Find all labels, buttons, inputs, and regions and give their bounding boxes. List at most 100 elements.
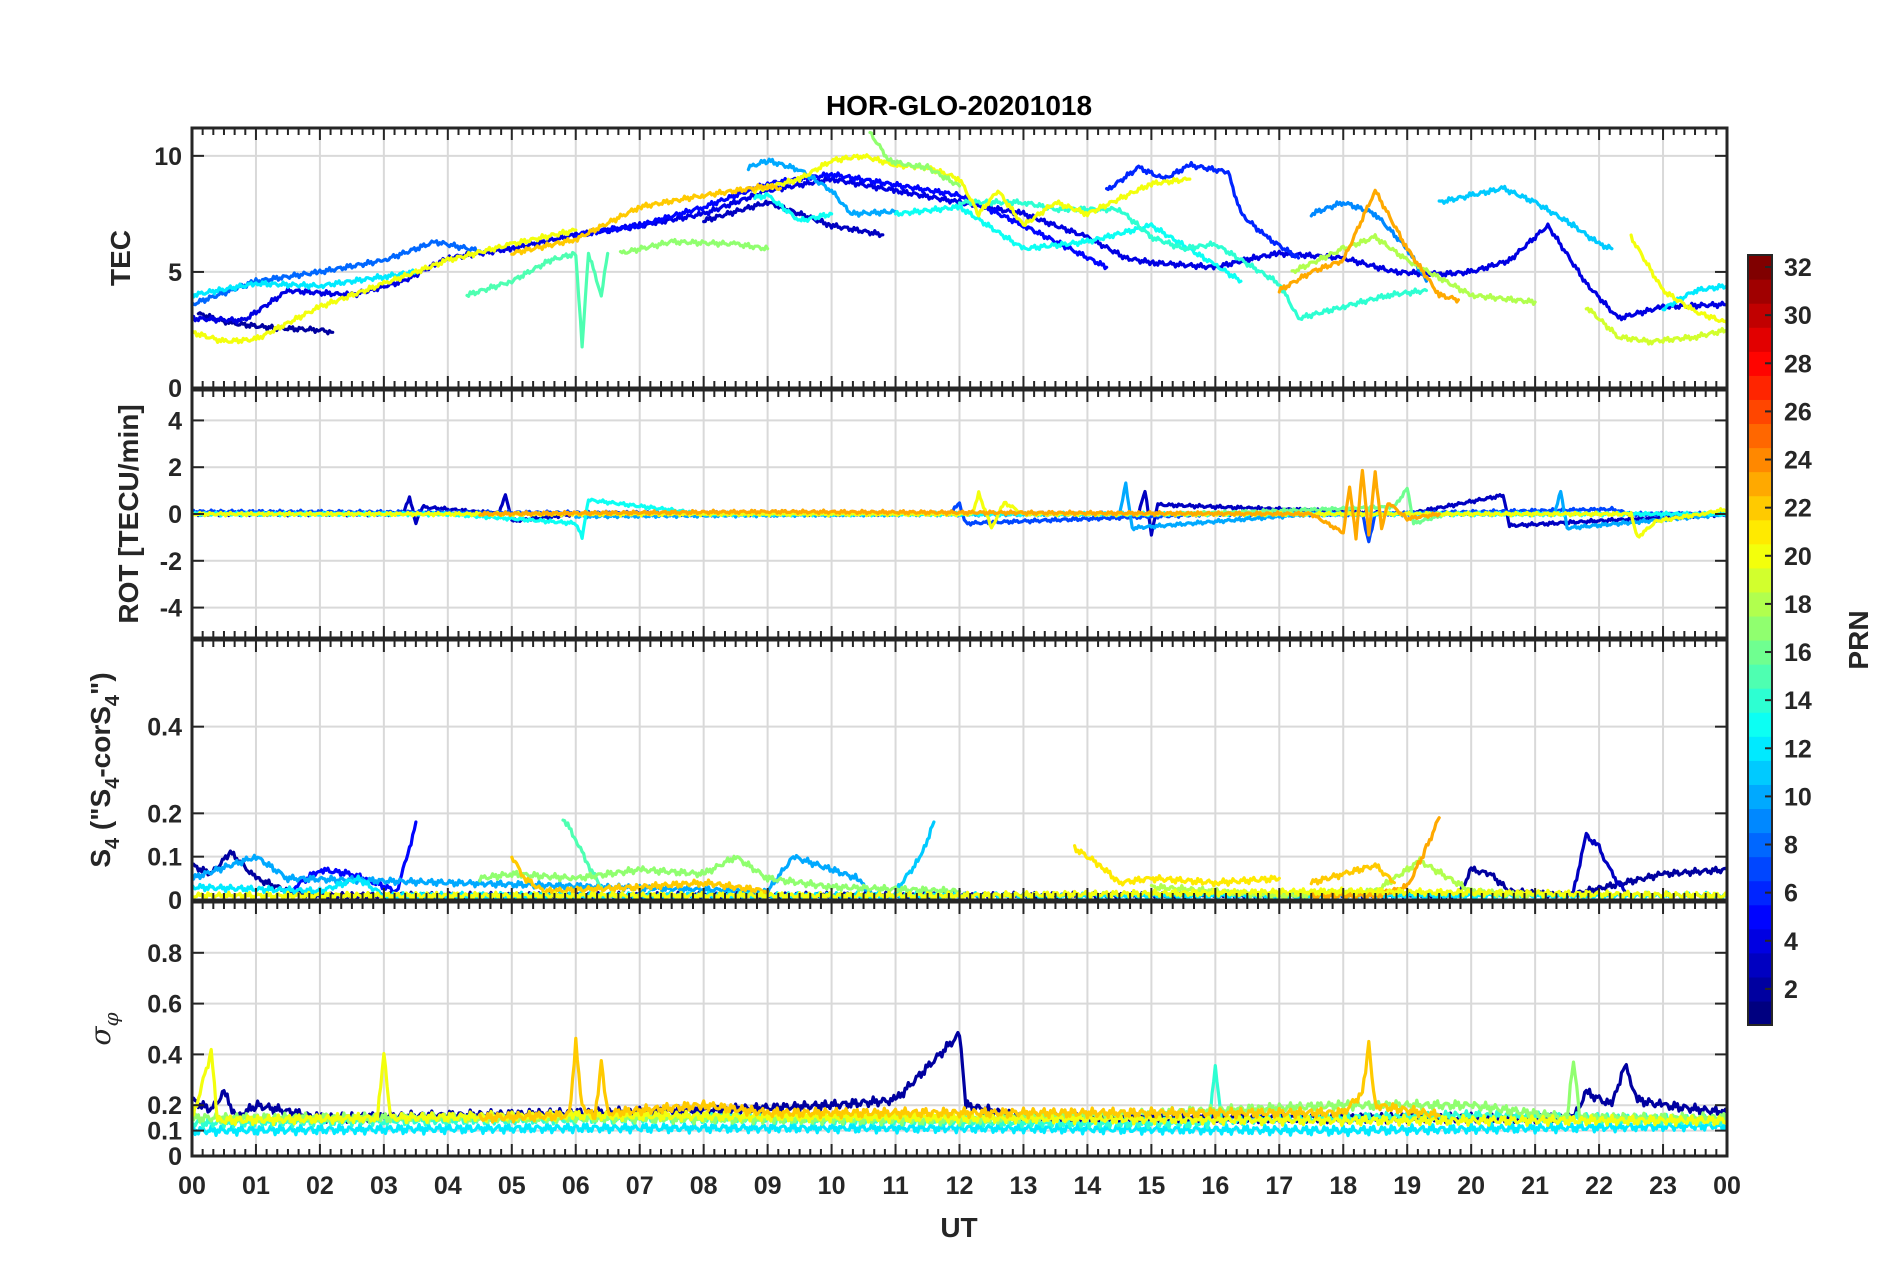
colorbar-tick-label: 14 <box>1784 687 1812 715</box>
x-tick-label: 17 <box>1265 1172 1293 1200</box>
x-tick-label: 20 <box>1457 1172 1485 1200</box>
axes-frame-rot <box>190 388 1729 640</box>
colorbar-bin <box>1748 808 1772 834</box>
colorbar-frame <box>1747 254 1773 1026</box>
x-tick-label: 03 <box>370 1172 398 1200</box>
colorbar-tick-label: 4 <box>1784 928 1798 956</box>
colorbar-tick-label: 10 <box>1784 783 1812 811</box>
series-line-prn-3 <box>1571 831 1627 893</box>
colorbar-tick-label: 8 <box>1784 832 1798 860</box>
colorbar-tick-label: 6 <box>1784 880 1798 908</box>
panel-s4: 0 0.1 0.2 0.4 <box>147 638 1729 915</box>
series-line-prn-12 <box>192 268 418 299</box>
series-line-prn-13 <box>753 192 834 223</box>
y-tick-label: 10 <box>154 143 182 171</box>
series-line-prn-18 <box>1290 233 1537 306</box>
series-line-prn-23 <box>1277 188 1461 304</box>
colorbar-bin <box>1748 423 1772 449</box>
series-line-prn-20 <box>192 227 578 345</box>
x-tick-label: 06 <box>562 1172 590 1200</box>
series-line-prn-15 <box>561 818 603 889</box>
x-tick-label: 23 <box>1649 1172 1677 1200</box>
series-line-prn-17 <box>868 130 962 188</box>
series-line-prn-22 <box>510 183 783 256</box>
colorbar-bin <box>1748 952 1772 978</box>
series-line-prn-5 <box>292 820 418 894</box>
y-tick-label: 0 <box>168 375 182 403</box>
colorbar-bin <box>1748 904 1772 930</box>
panel-tec: 0 5 10 <box>154 126 1729 403</box>
y-tick-label: 0.2 <box>147 1092 182 1120</box>
colorbar-tick-label: 26 <box>1784 398 1812 426</box>
colorbar-bin <box>1748 375 1772 400</box>
series-group-tec <box>192 130 1727 349</box>
series-line-prn-22 <box>478 1036 1441 1124</box>
colorbar-bin <box>1748 712 1772 737</box>
x-tick-label: 04 <box>434 1172 462 1200</box>
series-line-prn-5 <box>574 171 1109 271</box>
y-axis-label-s4: S4 ("S4-corS4") <box>85 672 124 867</box>
colorbar-bin <box>1748 471 1772 497</box>
series-line-prn-3 <box>702 199 885 239</box>
series-group-sigma <box>192 1030 1727 1138</box>
colorbar-tick-label: 16 <box>1784 639 1812 667</box>
x-tick-label: 18 <box>1329 1172 1357 1200</box>
y-tick-label: -2 <box>160 548 182 576</box>
y-axis-label-tec: TEC <box>105 230 136 286</box>
x-tick-label: 22 <box>1585 1172 1613 1200</box>
panels: 0510-4-202400.10.20.400.10.20.40.60.8TEC… <box>84 126 1741 1200</box>
y-axis-label-sigma-phi: σφ <box>84 1012 123 1045</box>
y-tick-label: 4 <box>168 407 182 435</box>
series-line-prn-12 <box>1661 283 1727 312</box>
series-group-rot <box>192 468 1727 544</box>
x-tick-label: 14 <box>1074 1172 1102 1200</box>
y-tick-label: 0 <box>168 887 182 915</box>
colorbar-bin <box>1748 327 1772 352</box>
series-line-prn-20 <box>1629 233 1727 325</box>
colorbar-label: PRN <box>1843 610 1874 669</box>
x-tick-label: 13 <box>1010 1172 1038 1200</box>
x-tick-label: 02 <box>306 1172 334 1200</box>
y-tick-label: 2 <box>168 454 182 482</box>
chart-title: HOR-GLO-20201018 <box>826 90 1092 121</box>
y-tick-label: 0.2 <box>147 800 182 828</box>
axes-frame-sigma <box>190 900 1729 1158</box>
colorbar-tick-label: 20 <box>1784 543 1812 571</box>
colorbar-tick-label: 24 <box>1784 447 1812 475</box>
y-tick-label: -4 <box>160 595 182 623</box>
colorbar-bin <box>1748 1000 1772 1026</box>
x-axis-label: UT <box>940 1212 977 1243</box>
colorbar-bin <box>1748 664 1772 689</box>
y-tick-label: 0.4 <box>147 1041 182 1069</box>
colorbar-bin <box>1748 856 1772 882</box>
y-tick-label: 0 <box>168 1143 182 1171</box>
colorbar-tick-label: 32 <box>1784 254 1812 282</box>
x-tick-label: 12 <box>946 1172 974 1200</box>
x-tick-label: 08 <box>690 1172 718 1200</box>
series-line-prn-17 <box>618 238 770 255</box>
colorbar-bin <box>1748 279 1772 304</box>
x-tick-label: 07 <box>626 1172 654 1200</box>
series-line-prn-20 <box>192 490 1727 539</box>
series-line-prn-15 <box>465 250 610 349</box>
y-tick-label: 5 <box>168 259 182 287</box>
y-tick-label: 0.8 <box>147 940 182 968</box>
colorbar-bin <box>1748 615 1772 641</box>
colorbar-tick-label: 30 <box>1784 302 1812 330</box>
series-line-prn-21 <box>1072 844 1281 888</box>
series-line-prn-14 <box>957 198 1429 321</box>
series-line-prn-22 <box>1309 862 1397 886</box>
axes-frame-tec <box>190 126 1729 390</box>
x-tick-label: 16 <box>1201 1172 1229 1200</box>
colorbar-tick-label: 12 <box>1784 735 1812 763</box>
y-tick-label: 0.6 <box>147 991 182 1019</box>
x-tick-label: 21 <box>1521 1172 1549 1200</box>
series-line-prn-20 <box>753 153 1192 227</box>
x-tick-label: 01 <box>242 1172 270 1200</box>
x-tick-label: 09 <box>754 1172 782 1200</box>
series-line-prn-11 <box>1437 184 1614 251</box>
y-tick-label: 0.4 <box>147 714 182 742</box>
y-tick-label: 0 <box>168 501 182 529</box>
